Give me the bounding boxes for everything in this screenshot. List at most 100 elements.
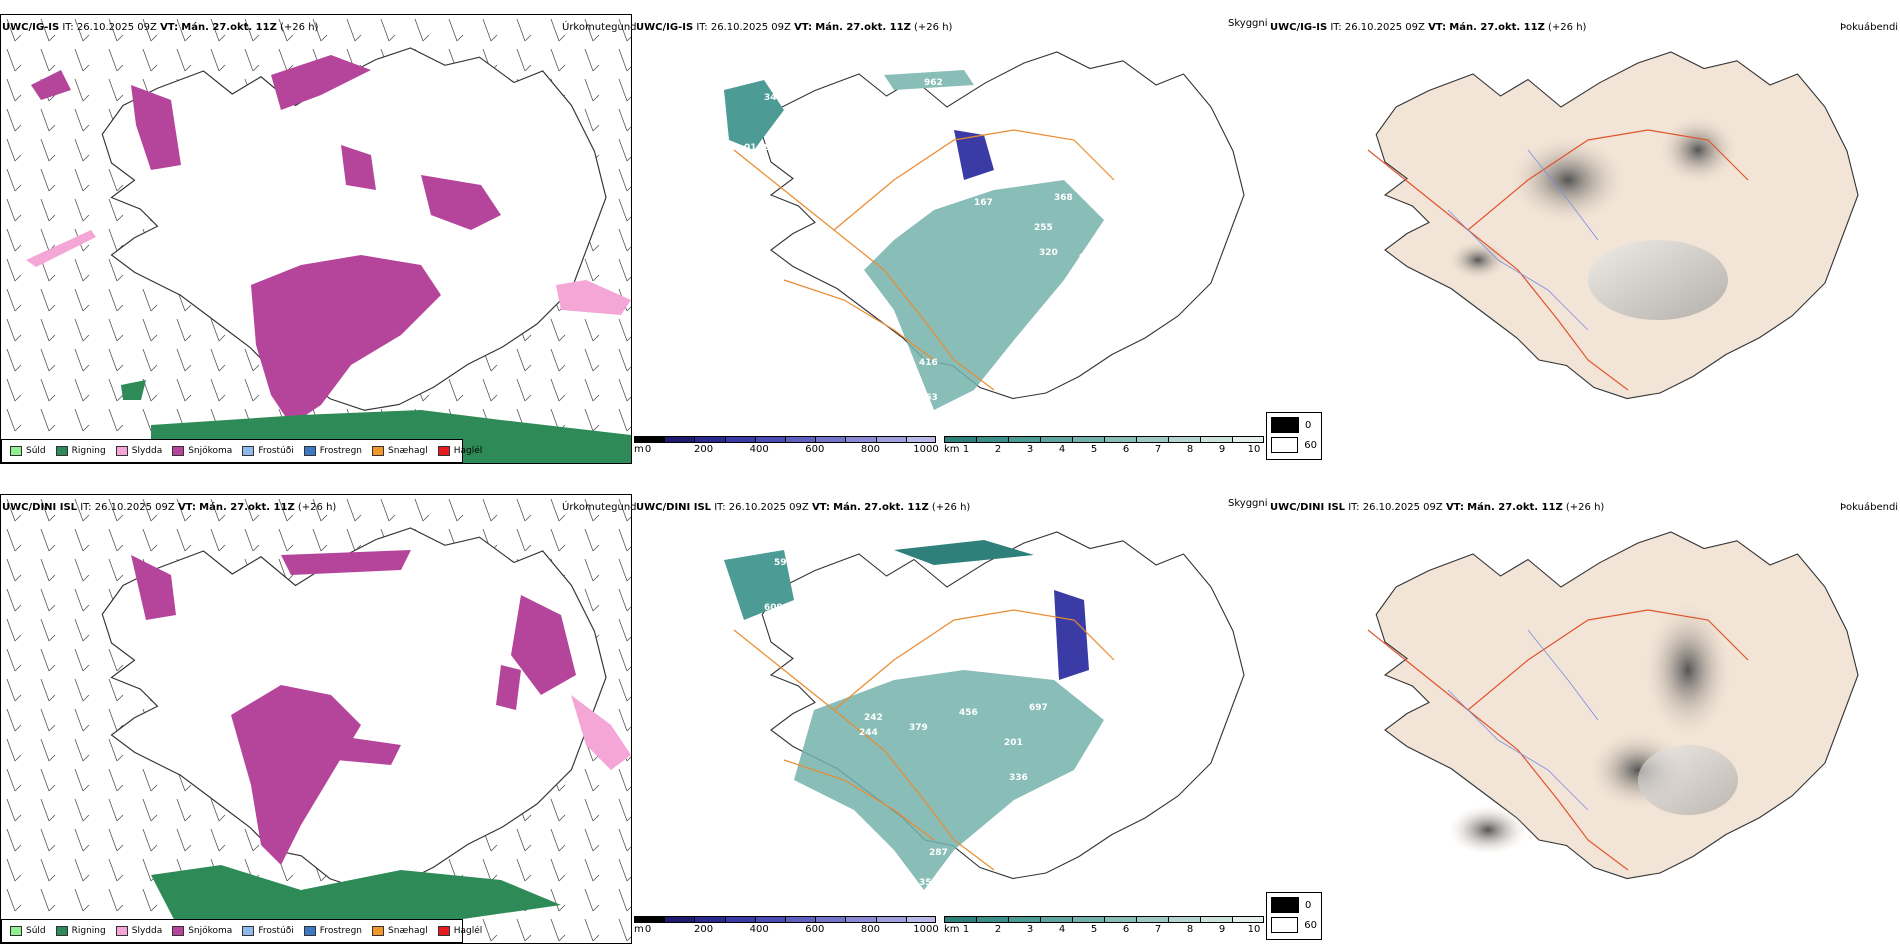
colorbar-cell: [944, 916, 976, 923]
colorbar-cell: [634, 436, 665, 443]
colorbar-tick-label: 6: [1122, 444, 1130, 455]
panel-title: UWC/DINI ISL IT: 26.10.2025 09Z VT: Mán.…: [2, 502, 337, 513]
precip-legend-item: Slydda: [115, 446, 162, 456]
cbar-m-labels-1: m 0 200 400 600 800 1000: [634, 443, 939, 457]
colorbar-km-1: km 1 2 3 4 5 6 7 8 9 10: [944, 436, 1264, 457]
fog-intensity: [1448, 115, 1738, 320]
label-10: 320: [1039, 248, 1058, 258]
fog-swatch-0: [1271, 417, 1299, 433]
swatch-snjokoma: [172, 446, 185, 456]
swatch-rigning: [55, 446, 68, 456]
colorbar-cell: [784, 436, 816, 443]
cbar-km-row-2: [944, 916, 1264, 923]
colorbar-cell: [905, 916, 936, 923]
swatch-frostregn: [303, 926, 316, 936]
label-13: 711: [1139, 688, 1158, 698]
colorbar-tick-label: 1: [962, 924, 970, 935]
colorbar-tick-label: 10: [1247, 924, 1261, 935]
colorbar-tick-label: 800: [860, 444, 880, 455]
swatch-snjokoma: [172, 926, 185, 936]
label-14: 320: [1144, 713, 1163, 723]
label-11: 416: [919, 358, 938, 368]
cbar-m-row-2: [634, 916, 936, 923]
visibility-map-1: 346 87 01 86 962 564 368 255 916 320 416…: [724, 51, 1245, 410]
sleet-areas: [26, 230, 631, 315]
snow-areas: [31, 55, 501, 425]
fog-map-1: [1367, 51, 1859, 400]
label-11: 358: [919, 878, 938, 888]
swatch-frostudi: [242, 446, 255, 456]
label-8: 255: [1034, 223, 1053, 233]
colorbar-m-2: m 0 200 400 600 800 1000: [634, 916, 939, 937]
label-1: 598: [774, 558, 793, 568]
label-7: 697: [1029, 703, 1048, 713]
fog-swatch-60: [1271, 437, 1299, 453]
colorbar-cell: [815, 436, 846, 443]
label-1: 346: [764, 93, 783, 103]
colorbar-cell: [1040, 916, 1072, 923]
fog-panel-2: [1268, 510, 1868, 920]
rain-areas: [151, 865, 561, 935]
swatch-frostregn: [303, 446, 316, 456]
colorbar-cell: [1072, 436, 1104, 443]
colorbar-unit: m: [634, 924, 644, 935]
precip-type-map-1: [1, 15, 631, 463]
colorbar-unit: km: [944, 924, 960, 935]
fog-legend-1: 0 60: [1266, 412, 1322, 460]
colorbar-tick-label: 2: [994, 444, 1002, 455]
label-12: 210: [1124, 633, 1143, 643]
fog-roads: [1367, 129, 1749, 391]
visibility-map-2: 598 609 242 244 379 456 697 201 336 287 …: [724, 531, 1245, 890]
panel-title: UWC/IG-IS IT: 26.10.2025 09Z VT: Mán. 27…: [636, 22, 953, 33]
colorbar-cell: [694, 436, 725, 443]
colorbar-tick-label: 600: [805, 924, 825, 935]
colorbar-tick-label: 400: [749, 444, 769, 455]
snow-areas: [131, 550, 576, 865]
label-3: 01: [744, 143, 757, 153]
colorbar-unit: km: [944, 444, 960, 455]
fog-legend-2: 0 60: [1266, 892, 1322, 940]
colorbar-cell: [875, 436, 906, 443]
swatch-snaehagl: [372, 926, 385, 936]
cbar-m-labels-2: m 0 200 400 600 800 1000: [634, 923, 939, 937]
panel-title: UWC/IG-IS IT: 26.10.2025 09Z VT: Mán. 27…: [1270, 22, 1587, 33]
visibility-panel-1: 346 87 01 86 962 564 368 255 916 320 416…: [634, 30, 1264, 440]
swatch-snaehagl: [372, 446, 385, 456]
colorbar-cell: [875, 916, 906, 923]
colorbar-cell: [944, 436, 976, 443]
label-4: 244: [859, 728, 878, 738]
fog-roads: [1367, 609, 1749, 871]
precip-type-map-2: [1, 495, 631, 943]
colorbar-tick-label: 200: [694, 924, 714, 935]
colorbar-cell: [1168, 436, 1200, 443]
precip-legend-item: Rigning: [55, 446, 106, 456]
colorbar-cell: [1136, 436, 1168, 443]
colorbar-tick-label: 400: [749, 924, 769, 935]
fog-map-2: [1367, 531, 1859, 880]
product-label: Skyggni: [1228, 18, 1268, 29]
colorbar-cell: [1072, 916, 1104, 923]
colorbar-tick-label: 800: [860, 924, 880, 935]
fog-rivers: [1447, 149, 1599, 331]
label-7: 368: [1054, 193, 1073, 203]
colorbar-tick-label: 3: [1026, 924, 1034, 935]
colorbar-cell: [664, 436, 695, 443]
colorbar-cell: [1200, 436, 1232, 443]
colorbar-cell: [1008, 436, 1040, 443]
colorbar-cell: [1104, 436, 1136, 443]
colorbar-cell: [634, 916, 665, 923]
fog-legend-row: 0: [1271, 897, 1317, 913]
colorbar-tick-label: 8: [1186, 924, 1194, 935]
swatch-sudd: [10, 446, 22, 456]
product-label: Þokuábendi: [1840, 22, 1899, 33]
label-3: 242: [864, 713, 883, 723]
colorbar-tick-label: 0: [644, 444, 652, 455]
cbar-m-row-1: [634, 436, 936, 443]
precip-legend-item: Rigning: [55, 926, 106, 936]
colorbar-unit: m: [634, 444, 644, 455]
colorbar-tick-label: 1000: [913, 924, 939, 935]
fog-panel-1: [1268, 30, 1868, 440]
road-network: [733, 609, 1115, 871]
fog-legend-row: 60: [1271, 437, 1317, 453]
colorbar-cell: [845, 436, 876, 443]
